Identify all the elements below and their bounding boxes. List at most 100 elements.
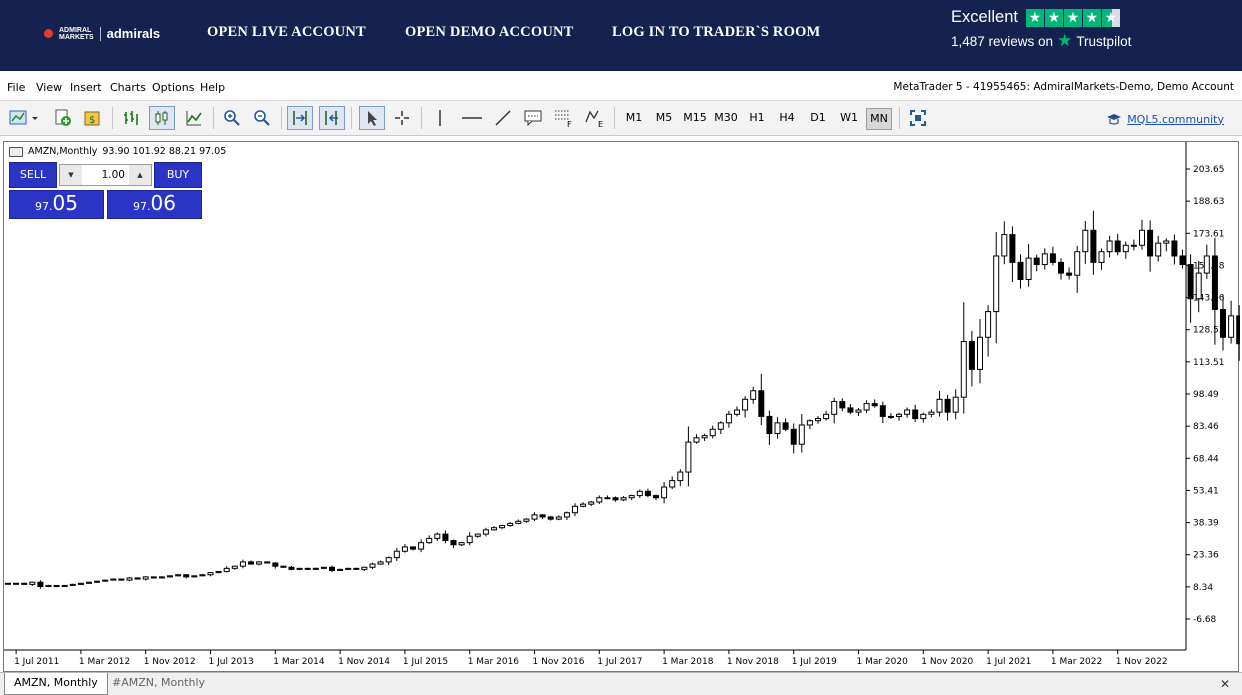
menu-view[interactable]: View (36, 81, 63, 94)
time-tick-label: 1 Jul 2011 (14, 657, 59, 667)
candle-body (1139, 229, 1145, 246)
text-icon[interactable] (520, 106, 546, 130)
lot-increase-icon[interactable]: ▲ (129, 165, 151, 185)
candle-body (491, 527, 497, 531)
time-tick-label: 1 Jul 2019 (792, 657, 837, 667)
candle-body (1049, 253, 1056, 263)
trustpilot-widget[interactable]: Excellent ★ ★ ★ ★ ★ 1,487 reviews on ★ T… (951, 8, 1141, 51)
candle-body (1122, 244, 1129, 253)
candlestick-chart[interactable]: 203.65188.63173.61158.58143.56128.53113.… (4, 142, 1240, 673)
menu-help[interactable]: Help (200, 81, 226, 94)
logo-brand-bottom: MARKETS (59, 33, 94, 41)
timeframe-d1[interactable]: D1 (810, 111, 826, 124)
menu-insert[interactable]: Insert (70, 81, 102, 94)
bar-chart-icon[interactable] (118, 106, 144, 130)
open-demo-account-link[interactable]: OPEN DEMO ACCOUNT (405, 24, 574, 40)
logo-mark-icon (44, 29, 53, 38)
cursor-icon[interactable] (359, 106, 385, 130)
candle-body (61, 584, 68, 588)
price-tick-label: -6.68 (1193, 615, 1217, 625)
lot-decrease-icon[interactable]: ▼ (60, 165, 82, 185)
new-chart-icon[interactable] (6, 106, 42, 130)
logo-brand-top: ADMIRAL (59, 26, 92, 34)
candle-body (304, 567, 311, 570)
time-tick-label: 1 Mar 2022 (1051, 657, 1102, 667)
candle-body (1130, 244, 1137, 247)
buy-price[interactable]: 97.06 (107, 190, 202, 219)
open-live-account-link[interactable]: OPEN LIVE ACCOUNT (207, 24, 366, 40)
trendline-icon[interactable] (490, 106, 516, 130)
menu-options[interactable]: Options (152, 81, 195, 94)
candle-body (944, 398, 951, 413)
mql5-community-link[interactable]: MQL5.community (1106, 112, 1224, 126)
timeframe-m1[interactable]: M1 (625, 111, 643, 124)
candle-body (434, 533, 441, 539)
candle-body (199, 574, 206, 577)
star-icon: ★ (1063, 8, 1082, 27)
chart-shift-icon[interactable] (319, 106, 345, 130)
lot-size-input[interactable]: 1.00 (101, 169, 125, 181)
vertical-line-icon[interactable] (427, 106, 453, 130)
time-tick-label: 1 Mar 2018 (662, 657, 714, 667)
candle-body (256, 561, 263, 565)
time-tick-label: 1 Mar 2014 (273, 657, 325, 667)
timeframe-w1[interactable]: W1 (840, 111, 858, 124)
candle-body (329, 566, 335, 571)
candle-body (669, 480, 676, 488)
admirals-logo[interactable]: ADMIRAL MARKETS admirals (44, 26, 160, 41)
traders-room-login-link[interactable]: LOG IN TO TRADER`S ROOM (612, 24, 821, 40)
chart-window[interactable]: 203.65188.63173.61158.58143.56128.53113.… (3, 141, 1240, 673)
candle-body (547, 516, 554, 520)
tab-hash-amzn-monthly[interactable]: #AMZN, Monthly (112, 676, 206, 689)
timeframe-h1[interactable]: H1 (749, 111, 765, 124)
menu-charts[interactable]: Charts (110, 81, 146, 94)
candle-body (37, 581, 44, 588)
autoscroll-icon[interactable] (287, 106, 313, 130)
elliott-icon[interactable]: E (582, 106, 608, 130)
buy-button[interactable]: BUY (154, 162, 202, 188)
timeframe-m5[interactable]: M5 (655, 111, 673, 124)
close-icon[interactable]: ✕ (1219, 677, 1230, 691)
candle-body (401, 546, 408, 552)
candle-body (296, 567, 303, 570)
timeframe-m30[interactable]: M30 (714, 111, 738, 124)
horizontal-line-icon[interactable] (459, 106, 485, 130)
timeframe-h4[interactable]: H4 (779, 111, 795, 124)
timeframe-mn[interactable]: MN (866, 108, 892, 130)
candle-body (418, 542, 425, 550)
candle-body (474, 533, 481, 537)
zoom-out-icon[interactable] (249, 106, 275, 130)
candle-body (904, 409, 911, 415)
candle-body (320, 566, 327, 569)
crosshair-icon[interactable] (389, 106, 415, 130)
lot-size-stepper[interactable]: ▼ 1.00 ▲ (59, 164, 152, 186)
price-tick-label: 203.65 (1193, 165, 1225, 175)
buy-price-prefix: 97. (133, 200, 151, 213)
sell-button[interactable]: SELL (9, 162, 57, 188)
candle-body (158, 576, 165, 579)
candle-body (612, 497, 619, 501)
candle-body (29, 581, 36, 585)
candle-body (150, 576, 157, 579)
line-chart-icon[interactable] (181, 106, 207, 130)
candle-body (361, 566, 368, 570)
candlestick-icon[interactable] (149, 106, 175, 130)
price-tick-label: 188.63 (1193, 197, 1225, 207)
candle-body (126, 577, 133, 581)
candle-body (774, 422, 781, 435)
candle-body (661, 486, 668, 499)
fullscreen-icon[interactable] (905, 106, 931, 130)
tab-amzn-monthly[interactable]: AMZN, Monthly (4, 673, 108, 695)
fibonacci-icon[interactable]: F (551, 106, 577, 130)
zoom-in-icon[interactable] (219, 106, 245, 130)
candle-body (685, 441, 692, 473)
timeframe-m15[interactable]: M15 (683, 111, 707, 124)
sell-price[interactable]: 97.05 (9, 190, 104, 219)
candle-body (831, 400, 838, 415)
candle-body (766, 415, 773, 435)
menu-file[interactable]: File (7, 81, 26, 94)
time-tick-label: 1 Jul 2017 (597, 657, 642, 667)
candle-body (952, 396, 959, 413)
new-order-icon[interactable] (50, 106, 76, 130)
market-watch-icon[interactable]: $ (80, 106, 106, 130)
